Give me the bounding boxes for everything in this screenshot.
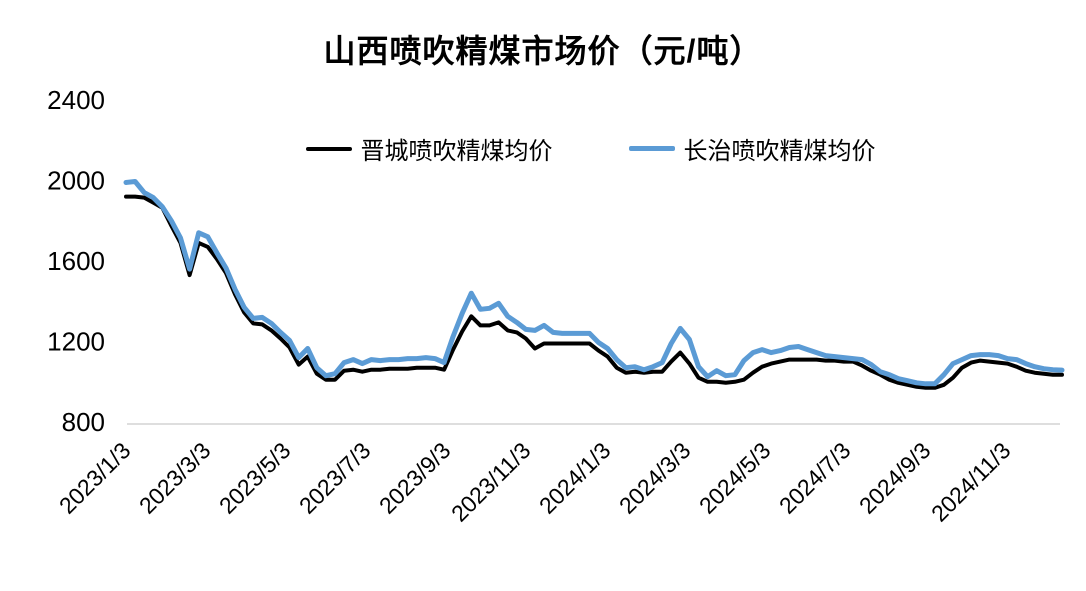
legend: 晋城喷吹精煤均价 长治喷吹精煤均价 [0,131,1086,166]
y-axis-tick-label: 800 [62,407,105,437]
x-axis-tick-label: 2023/5/3 [214,437,296,519]
x-axis-tick-label: 2024/7/3 [774,437,856,519]
x-axis-tick-label: 2024/11/3 [926,437,1016,527]
jincheng-line-swatch [305,146,352,151]
legend-label-jincheng: 晋城喷吹精煤均价 [360,138,553,165]
x-axis-tick-label: 2023/9/3 [374,437,456,519]
changzhi-line-swatch [628,146,675,151]
x-axis-tick-label: 2024/1/3 [534,437,616,519]
x-axis-tick-label: 2023/1/3 [54,437,136,519]
legend-label-changzhi: 长治喷吹精煤均价 [683,138,876,165]
y-axis-tick-label: 1600 [47,246,105,276]
y-axis-tick-label: 1200 [47,327,105,357]
jincheng-series-line [124,194,1064,390]
y-axis-tick-label: 2000 [47,166,105,196]
x-axis-tick-label: 2024/5/3 [694,437,776,519]
x-axis-tick-label: 2023/7/3 [294,437,376,519]
x-axis-tick-label: 2024/9/3 [854,437,936,519]
x-axis-tick-label: 2023/11/3 [446,437,536,527]
x-axis-tick-label: 2023/3/3 [134,437,216,519]
x-axis-tick-label: 2024/3/3 [614,437,696,519]
legend-item-changzhi: 长治喷吹精煤均价 [628,131,876,166]
chart-title: 山西喷吹精煤市场价（元/吨） [323,33,763,69]
y-axis-tick-label: 2400 [47,85,105,115]
legend-item-jincheng: 晋城喷吹精煤均价 [305,131,553,166]
changzhi-series-line [123,179,1065,387]
